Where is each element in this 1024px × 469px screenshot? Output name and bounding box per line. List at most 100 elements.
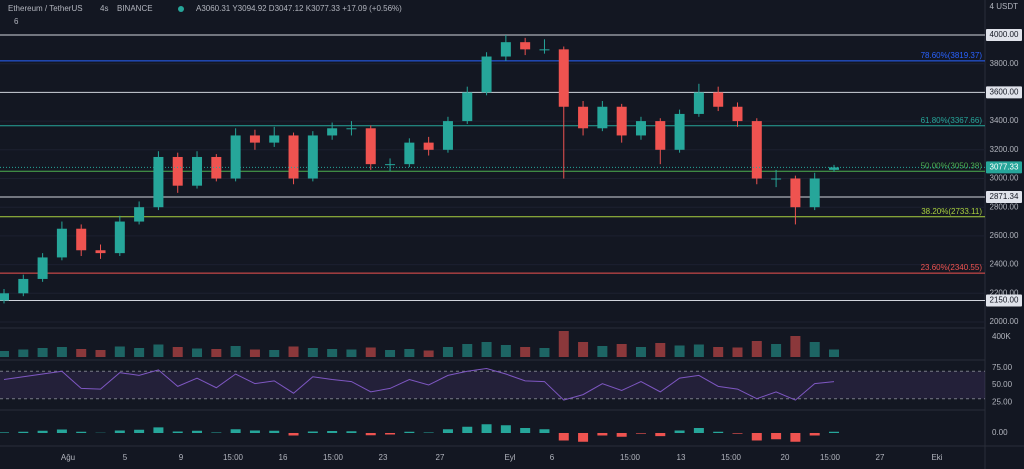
- macd-bar: [558, 433, 569, 441]
- macd-bar: [655, 433, 666, 437]
- x-tick-label: 15:00: [620, 453, 641, 462]
- macd-bar: [732, 433, 743, 434]
- y-tick-label: 2400.00: [990, 260, 1019, 269]
- volume-bar: [95, 350, 106, 357]
- candle-body: [172, 156, 183, 186]
- x-tick-label: 20: [781, 453, 790, 462]
- macd-bar: [365, 433, 376, 436]
- price-box-label: 2871.34: [990, 192, 1019, 201]
- y-tick-label: 3200.00: [990, 145, 1019, 154]
- candle-body: [732, 106, 743, 122]
- x-tick-label: Ağu: [61, 453, 75, 462]
- x-tick-label: 27: [876, 453, 885, 462]
- candle-body: [307, 135, 318, 179]
- price-box-label: 2150.00: [990, 296, 1019, 305]
- macd-bar: [76, 431, 87, 433]
- symbol: Ethereum / TetherUS: [8, 4, 83, 13]
- macd-bar: [481, 424, 492, 433]
- volume-bar: [771, 344, 782, 357]
- macd-bar: [635, 433, 646, 434]
- candle-body: [114, 221, 125, 254]
- volume-bar: [385, 350, 396, 357]
- macd-bar: [153, 427, 164, 433]
- x-tick-label: 16: [279, 453, 288, 462]
- candle-body: [674, 113, 685, 150]
- macd-bar: [269, 430, 280, 433]
- candle-body: [134, 207, 145, 222]
- exchange: BINANCE: [117, 4, 153, 13]
- candle-body: [520, 42, 531, 50]
- volume-bar: [635, 347, 646, 357]
- macd-bar: [674, 430, 685, 433]
- y-tick-label: 2200.00: [990, 288, 1019, 297]
- price-box: [986, 29, 1022, 41]
- volume-bar: [655, 343, 666, 357]
- candle-body: [655, 121, 666, 150]
- x-tick-label: 27: [436, 453, 445, 462]
- candle-body: [423, 142, 434, 150]
- volume-bar: [404, 349, 415, 357]
- macd-bar: [520, 428, 531, 433]
- x-tick-label: 5: [123, 453, 128, 462]
- rsi-line: [3, 368, 835, 401]
- volume-bar: [616, 344, 627, 357]
- indicator-count[interactable]: 6: [14, 17, 19, 26]
- volume-bar: [153, 344, 164, 357]
- volume-bar: [134, 348, 145, 357]
- macd-bar: [597, 433, 608, 436]
- macd-bar: [578, 433, 589, 442]
- volume-bar: [114, 346, 125, 357]
- price-box: [986, 190, 1022, 203]
- volume-bar: [751, 341, 762, 357]
- volume-bar: [713, 347, 724, 357]
- candle-body: [693, 92, 704, 114]
- candle-body: [809, 178, 820, 208]
- candle-body: [346, 128, 357, 130]
- candle-body: [558, 49, 569, 107]
- macd-tick: 0.00: [992, 428, 1008, 437]
- candle-body: [442, 121, 453, 150]
- macd-bar: [56, 429, 67, 433]
- macd-bar: [172, 431, 183, 433]
- candle-body: [0, 293, 9, 301]
- x-tick-label: 15:00: [721, 453, 742, 462]
- y-tick-label: 2000.00: [990, 317, 1019, 326]
- volume-bar: [829, 349, 839, 357]
- currency: 4 USDT: [990, 2, 1019, 11]
- macd-bar: [211, 432, 222, 433]
- macd-bar: [713, 431, 724, 433]
- volume-bar: [307, 348, 318, 357]
- price-box: [986, 86, 1022, 99]
- candle-body: [500, 42, 511, 57]
- x-tick-label: 6: [550, 453, 555, 462]
- macd-bar: [327, 431, 338, 433]
- volume-bar: [693, 344, 704, 357]
- price-box-label: 3077.33: [990, 163, 1019, 172]
- macd-bar: [790, 433, 801, 442]
- x-tick-label: 15:00: [223, 453, 244, 462]
- candle-body: [56, 228, 67, 258]
- candle-body: [153, 156, 164, 208]
- volume-bar: [423, 350, 434, 357]
- candle-body: [269, 135, 280, 143]
- macd-bar: [771, 433, 782, 440]
- macd-bar: [249, 430, 260, 433]
- volume-bar: [481, 342, 492, 357]
- volume-bar: [674, 345, 685, 357]
- rsi-tick: 75.00: [992, 363, 1013, 372]
- macd-bar: [288, 433, 299, 436]
- candle-body: [578, 106, 589, 129]
- candle-body: [37, 257, 48, 279]
- macd-bar: [751, 433, 762, 441]
- macd-bar: [404, 431, 415, 433]
- macd-bar: [385, 433, 396, 435]
- candle-body: [76, 228, 87, 251]
- macd-bar: [192, 430, 203, 433]
- candle-body: [597, 106, 608, 129]
- macd-bar: [693, 428, 704, 433]
- macd-bar: [134, 429, 145, 433]
- volume-bar: [462, 344, 473, 357]
- volume-bar: [0, 351, 9, 357]
